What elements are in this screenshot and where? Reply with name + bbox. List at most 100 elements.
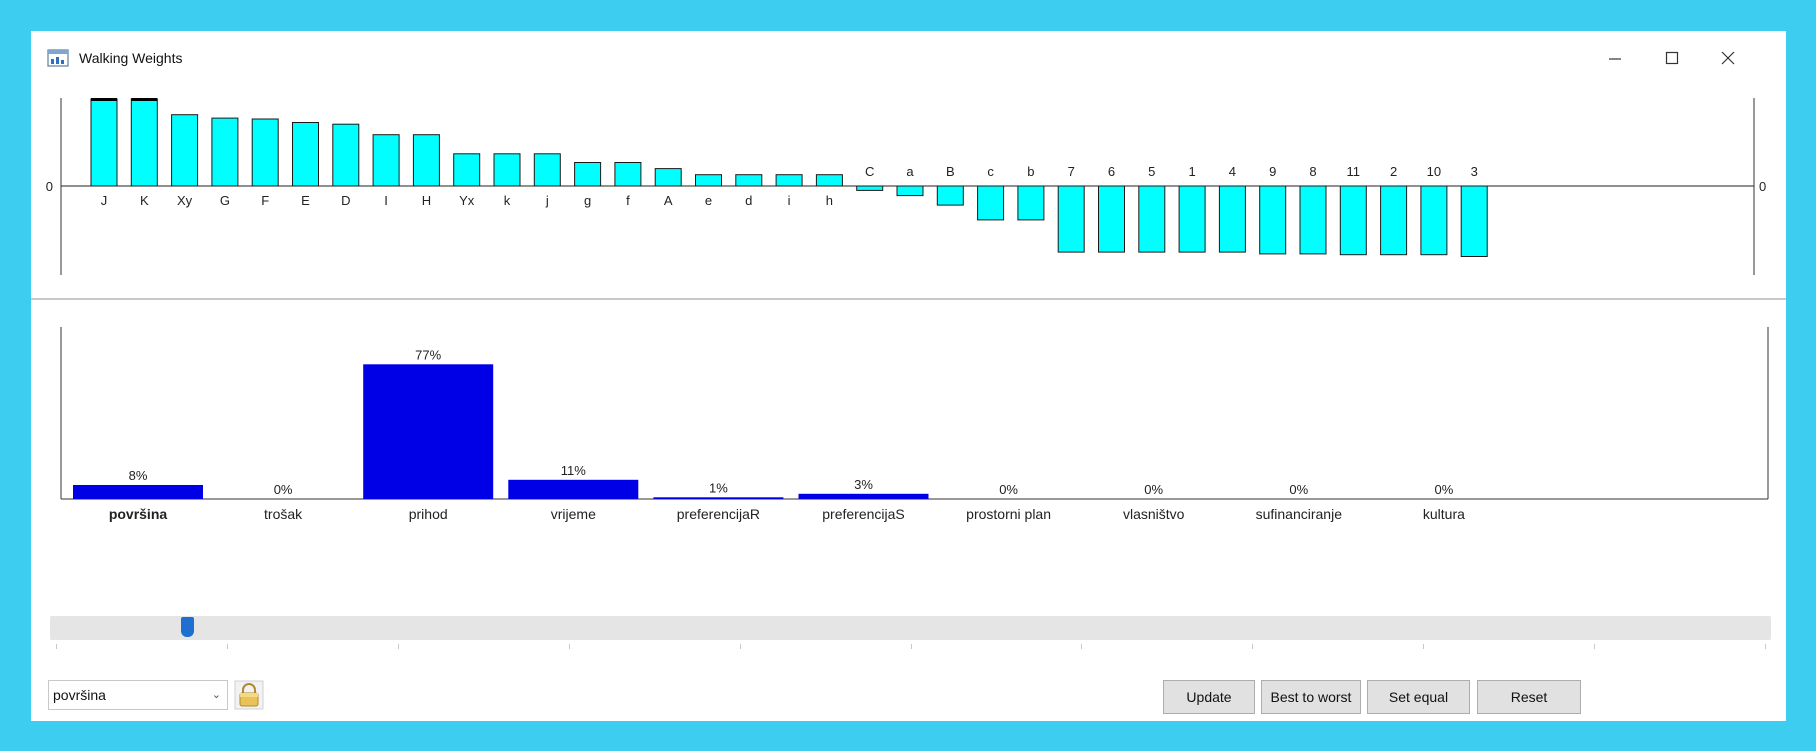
minimize-icon: [1608, 51, 1622, 65]
alternative-label: K: [140, 193, 149, 208]
weight-bar: [73, 485, 203, 499]
weight-percent-label: 8%: [129, 468, 148, 483]
score-bar: [372, 134, 400, 187]
alternative-label: J: [101, 193, 108, 208]
best-to-worst-button[interactable]: Best to worst: [1261, 680, 1361, 714]
slider-tick: [568, 644, 570, 649]
alternative-label: f: [626, 193, 630, 208]
score-bar: [211, 117, 239, 187]
weight-percent-label: 3%: [854, 477, 873, 492]
alternative-label: H: [422, 193, 431, 208]
score-bar: [1017, 185, 1045, 221]
alternative-label: e: [705, 193, 712, 208]
criterion-select-value: površina: [53, 687, 106, 703]
slider-tick: [56, 644, 57, 649]
alternative-label: 4: [1229, 164, 1236, 179]
alternative-label: 9: [1269, 164, 1276, 179]
score-bar: [171, 114, 199, 187]
score-bar: [735, 174, 763, 187]
score-bar: [90, 98, 118, 187]
slider-tick: [1423, 644, 1425, 649]
alternative-label: Yx: [459, 193, 475, 208]
alternative-label: 10: [1427, 164, 1441, 179]
criterion-label: kultura: [1423, 506, 1465, 522]
score-bar: [977, 185, 1005, 221]
alternative-label: a: [906, 164, 914, 179]
slider-tick: [397, 644, 399, 649]
score-bar: [1339, 185, 1367, 256]
alternative-label: C: [865, 164, 874, 179]
alternative-label: D: [341, 193, 350, 208]
weight-percent-label: 0%: [1144, 482, 1163, 497]
window-title: Walking Weights: [79, 50, 183, 66]
slider-tick: [226, 644, 228, 649]
title-bar: Walking Weights: [31, 31, 1786, 86]
weight-slider-thumb[interactable]: [181, 617, 195, 637]
criterion-label: preferencijaR: [677, 506, 760, 522]
update-button[interactable]: Update: [1163, 680, 1255, 714]
chart-window-icon: [47, 49, 69, 67]
set-equal-button[interactable]: Set equal: [1367, 680, 1470, 714]
slider-tick: [1252, 644, 1254, 649]
score-bar: [1138, 185, 1166, 253]
weight-percent-label: 0%: [1435, 482, 1454, 497]
alternative-label: g: [584, 193, 591, 208]
score-bar: [292, 122, 319, 187]
criterion-label: prostorni plan: [966, 506, 1051, 522]
slider-tick: [1594, 644, 1596, 649]
weight-bar: [798, 493, 929, 500]
criterion-label: prihod: [409, 506, 448, 522]
weight-percent-label: 0%: [274, 482, 293, 497]
weight-bar: [653, 497, 784, 500]
score-bar: [574, 162, 602, 187]
score-bar: [815, 174, 843, 187]
criterion-label: trošak: [264, 506, 303, 522]
chevron-down-icon: ⌄: [211, 689, 221, 701]
close-button[interactable]: [1705, 41, 1751, 75]
alternative-label: Xy: [177, 193, 193, 208]
alternative-label: h: [826, 193, 833, 208]
weight-percent-label: 77%: [415, 347, 441, 362]
alternative-label: B: [946, 164, 955, 179]
score-bar: [614, 162, 642, 187]
lock-button[interactable]: [234, 680, 264, 710]
alternative-label: 6: [1108, 164, 1115, 179]
alternative-label: F: [261, 193, 269, 208]
score-bar: [332, 123, 360, 187]
alternative-label: A: [664, 193, 673, 208]
score-bar: [412, 134, 440, 187]
alternative-label: d: [745, 193, 752, 208]
criterion-label: površina: [109, 506, 168, 522]
alternative-label: 8: [1309, 164, 1316, 179]
criterion-label: preferencijaS: [822, 506, 905, 522]
criterion-select[interactable]: površina ⌄: [48, 680, 228, 710]
score-bar: [1218, 185, 1246, 253]
minimize-button[interactable]: [1592, 41, 1638, 75]
weight-slider-track[interactable]: [50, 616, 1771, 640]
alternative-label: k: [504, 193, 511, 208]
weight-percent-label: 0%: [999, 482, 1018, 497]
alternative-label: 7: [1068, 164, 1075, 179]
alternative-label: 1: [1188, 164, 1195, 179]
score-bar: [1098, 185, 1125, 253]
alternative-label: b: [1027, 164, 1034, 179]
score-bar: [1057, 185, 1085, 253]
weight-bar: [363, 364, 494, 500]
alternative-label: E: [301, 193, 310, 208]
left-zero-label: 0: [46, 179, 53, 194]
score-bar: [493, 153, 521, 187]
alternative-label: G: [220, 193, 230, 208]
slider-tick: [1765, 644, 1766, 649]
reset-button[interactable]: Reset: [1477, 680, 1581, 714]
score-bar: [1178, 185, 1206, 253]
maximize-icon: [1665, 51, 1679, 65]
score-bar: [1259, 185, 1287, 255]
lock-icon: [234, 680, 264, 714]
alternative-label: 2: [1390, 164, 1397, 179]
score-bar: [936, 185, 964, 206]
slider-tick: [1081, 644, 1083, 649]
maximize-button[interactable]: [1649, 41, 1695, 75]
alternative-label: 5: [1148, 164, 1155, 179]
